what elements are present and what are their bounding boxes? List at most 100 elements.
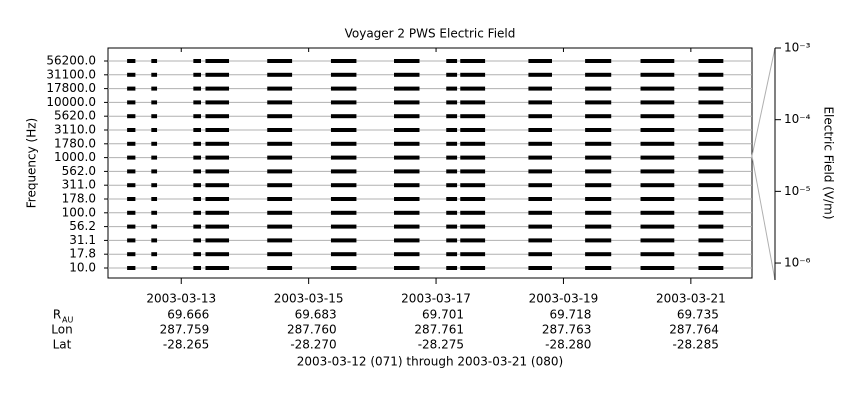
coverage-segment <box>640 183 675 188</box>
coverage-segment <box>330 238 357 243</box>
coverage-segment <box>127 72 136 77</box>
coverage-segment <box>585 141 612 146</box>
y-tick-label: 311.0 <box>62 178 96 192</box>
coverage-segment <box>330 72 357 77</box>
coverage-segment <box>205 128 230 132</box>
coverage-segment <box>205 141 230 146</box>
coverage-segment <box>446 224 458 229</box>
coverage-segment <box>193 86 202 91</box>
coverage-segment <box>127 252 136 257</box>
coverage-segment <box>446 128 458 132</box>
y-tick-label: 3110.0 <box>54 123 96 137</box>
coverage-segment <box>330 59 357 63</box>
coverage-segment <box>330 100 357 105</box>
coverage-segment <box>698 141 724 146</box>
coverage-segment <box>394 183 420 188</box>
coverage-segment <box>151 86 158 91</box>
coverage-segment <box>394 100 420 105</box>
coverage-segment <box>330 128 357 132</box>
coverage-segment <box>446 86 458 91</box>
coverage-segment <box>267 210 293 215</box>
coverage-segment <box>394 155 420 160</box>
coverage-segment <box>528 183 552 188</box>
x-tick-label: 2003-03-19 <box>529 292 599 306</box>
coverage-segment <box>193 114 202 119</box>
coverage-segment <box>446 197 458 201</box>
y2-tick-label: 10⁻³ <box>784 41 811 55</box>
coverage-segment <box>205 224 230 229</box>
coverage-segment <box>698 72 724 77</box>
coverage-segment <box>205 72 230 77</box>
y-tick-label: 1780.0 <box>54 136 96 150</box>
coverage-segment <box>151 72 158 77</box>
coverage-segment <box>640 72 675 77</box>
coverage-segment <box>127 169 136 174</box>
coverage-segment <box>460 266 486 270</box>
coverage-segment <box>205 210 230 215</box>
coverage-segment <box>528 114 552 119</box>
coverage-segment <box>193 155 202 160</box>
coverage-segment <box>446 210 458 215</box>
x-tick-label: 2003-03-17 <box>401 292 471 306</box>
coverage-segment <box>585 210 612 215</box>
coverage-segment <box>193 224 202 229</box>
coverage-segment <box>446 100 458 105</box>
coverage-segment <box>394 59 420 63</box>
coverage-segment <box>585 72 612 77</box>
coverage-segment <box>585 183 612 188</box>
coverage-segment <box>267 224 293 229</box>
coverage-segment <box>205 238 230 243</box>
coverage-segment <box>205 252 230 257</box>
coverage-segment <box>127 266 136 270</box>
coverage-segment <box>151 210 158 215</box>
coverage-segment <box>585 252 612 257</box>
coverage-segment <box>205 183 230 188</box>
coverage-segment <box>698 197 724 201</box>
ephemeris-label: Lat <box>53 338 72 352</box>
x-tick-label: 2003-03-21 <box>656 292 726 306</box>
coverage-segment <box>205 197 230 201</box>
coverage-segment <box>267 72 293 77</box>
coverage-segment <box>640 169 675 174</box>
coverage-segment <box>330 169 357 174</box>
y-tick-label: 10.0 <box>69 261 96 275</box>
coverage-segment <box>127 114 136 119</box>
coverage-segment <box>394 197 420 201</box>
coverage-segment <box>528 252 552 257</box>
coverage-segment <box>394 266 420 270</box>
coverage-segment <box>330 114 357 119</box>
coverage-segment <box>205 169 230 174</box>
coverage-segment <box>394 141 420 146</box>
coverage-segment <box>698 100 724 105</box>
coverage-segment <box>446 72 458 77</box>
coverage-segment <box>151 59 158 63</box>
coverage-segment <box>698 114 724 119</box>
coverage-segment <box>640 114 675 119</box>
coverage-segment <box>585 197 612 201</box>
x-tick-label: 2003-03-13 <box>146 292 216 306</box>
coverage-segment <box>640 266 675 270</box>
coverage-segment <box>330 224 357 229</box>
coverage-segment <box>640 252 675 257</box>
coverage-segment <box>640 197 675 201</box>
coverage-segment <box>205 114 230 119</box>
ephemeris-value: 69.701 <box>422 308 464 322</box>
coverage-segment <box>330 86 357 91</box>
coverage-segment <box>193 252 202 257</box>
coverage-segment <box>267 128 293 132</box>
ephemeris-value: 287.759 <box>160 323 210 337</box>
coverage-segment <box>640 155 675 160</box>
coverage-segment <box>585 128 612 132</box>
coverage-segment <box>460 100 486 105</box>
coverage-segment <box>528 224 552 229</box>
coverage-segment <box>193 210 202 215</box>
coverage-segment <box>394 114 420 119</box>
ephemeris-label: Lon <box>51 323 72 337</box>
coverage-segment <box>151 238 158 243</box>
coverage-segment <box>151 141 158 146</box>
coverage-segment <box>698 86 724 91</box>
coverage-segment <box>528 100 552 105</box>
coverage-segment <box>446 141 458 146</box>
coverage-segment <box>151 266 158 270</box>
coverage-segment <box>193 128 202 132</box>
